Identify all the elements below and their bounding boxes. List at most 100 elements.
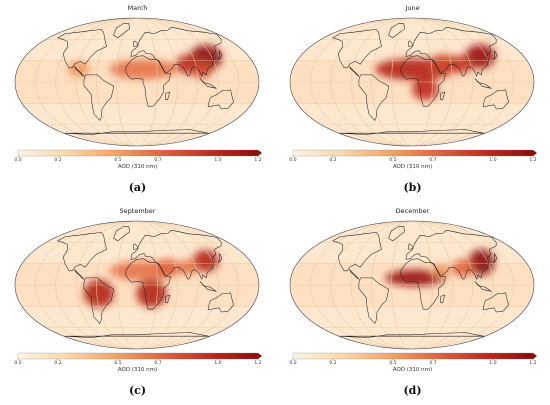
coastline-madagascar — [164, 294, 171, 304]
coastline-central-america — [349, 66, 360, 77]
colorbar — [17, 352, 259, 360]
aod-hotspot-east-asia — [192, 249, 219, 272]
panel-title: September — [119, 207, 156, 215]
coastline-central-america — [349, 269, 360, 280]
coastline-australia — [482, 89, 509, 110]
coastline-eurasia — [405, 229, 497, 280]
graticule — [15, 221, 259, 349]
colorbar-tick-label: 0.0 — [14, 158, 22, 163]
colorbar-tick-label: 0.7 — [429, 361, 437, 366]
colorbar-tick-label: 0.2 — [54, 158, 62, 163]
coastline-greenland — [113, 23, 130, 39]
colorbar — [292, 352, 534, 360]
colorbar-tick-label: 1.2 — [529, 158, 537, 163]
colorbar-tick-label: 0.2 — [54, 361, 62, 366]
coastline-australia — [482, 292, 509, 313]
colorbar-tick-label: 1.2 — [254, 158, 262, 163]
coastline-greenland — [388, 226, 405, 242]
colorbar-tick-label: 1.0 — [489, 158, 497, 163]
coastline-uk — [408, 40, 414, 47]
world-map-december — [289, 220, 537, 361]
panel-march: March AOD (310 nm) (a) 0.0 0.2 0.5 0.7 1.0 1.… — [0, 0, 275, 202]
aod-hotspot-arabia — [154, 258, 181, 277]
panel-december: December AOD (310 nm) (d) 0.0 0.2 0.5 0.7 1.… — [275, 203, 550, 405]
colorbar-tick-label: 0.5 — [114, 158, 122, 163]
colorbar-tick-label: 1.0 — [214, 361, 222, 366]
coastline-antarctica — [65, 129, 209, 135]
aod-hotspot-central-america — [67, 61, 90, 78]
colorbar-tick-label: 0.0 — [289, 158, 297, 163]
aod-hotspot-east-asia — [468, 249, 495, 276]
colorbar-tick-label: 1.2 — [529, 361, 537, 366]
coastline-indonesia — [199, 281, 217, 292]
panel-title: June — [405, 4, 420, 12]
coastline-indonesia — [474, 281, 492, 292]
graticule — [290, 18, 534, 146]
aod-hotspot-south-america — [83, 279, 114, 308]
aod-hotspot-sahel — [385, 269, 446, 286]
aod-hotspot-india — [178, 259, 199, 276]
coastline-antarctica — [340, 332, 484, 338]
panel-title: March — [127, 4, 148, 12]
panel-label: (b) — [403, 181, 422, 194]
coastline-north-america — [57, 232, 107, 272]
aod-hotspot-india — [449, 55, 474, 74]
colorbar-tick-label: 1.0 — [214, 158, 222, 163]
coastline-japan — [492, 253, 498, 264]
colorbar-extend-arrow — [533, 353, 537, 359]
colorbar-tick-label: 0.5 — [389, 361, 397, 366]
colorbar-extend-arrow — [533, 150, 537, 156]
panel-label: (d) — [403, 384, 422, 397]
coastline-uk — [133, 243, 139, 250]
coastline-australia — [207, 292, 234, 313]
colorbar — [292, 149, 534, 157]
coastline-eurasia — [130, 229, 222, 280]
coastline-central-america — [74, 269, 85, 280]
globe-outline — [289, 220, 535, 350]
coastline-africa — [400, 258, 446, 310]
coastline-japan — [492, 50, 498, 61]
coastline-south-america — [358, 74, 390, 121]
panel-september: September AOD (310 nm) (c) 0.0 0.2 0.5 0.7 1… — [0, 203, 275, 405]
coastline-japan — [217, 50, 223, 61]
aod-hotspot-southeast-asia — [191, 60, 214, 79]
coastline-north-america — [332, 232, 382, 272]
coastline-south-america — [83, 74, 115, 121]
coastline-antarctica — [340, 129, 484, 135]
colorbar-tick-label: 1.0 — [489, 361, 497, 366]
coastline-eurasia — [405, 26, 497, 77]
coastline-north-america — [332, 29, 382, 69]
colorbar-tick-label: 0.0 — [14, 361, 22, 366]
coastline-africa — [400, 55, 446, 107]
coastline-madagascar — [164, 91, 171, 101]
colorbar-tick-label: 0.7 — [154, 158, 162, 163]
coastline-antarctica — [65, 332, 209, 338]
aod-hotspot-central-africa — [412, 78, 439, 101]
globe-outline — [14, 220, 260, 350]
panel-june: June AOD (310 nm) (b) 0.0 0.2 0.5 0.7 1.0 1.2 — [275, 0, 550, 202]
colorbar-tick-label: 0.7 — [429, 158, 437, 163]
coastline-eurasia — [130, 26, 222, 77]
coastline-africa — [125, 55, 171, 107]
graticule — [290, 221, 534, 349]
world-map-march — [14, 17, 262, 158]
colorbar — [17, 149, 259, 157]
coastline-australia — [207, 89, 234, 110]
panel-label: (a) — [128, 181, 147, 194]
colorbar-tick-label: 0.5 — [389, 158, 397, 163]
world-map-september — [14, 220, 262, 361]
colorbar-extend-arrow — [258, 353, 262, 359]
aod-hotspot-india — [452, 258, 475, 277]
coastline-south-america — [358, 277, 390, 324]
colorbar-tick-label: 0.2 — [329, 361, 337, 366]
coastline-madagascar — [439, 91, 446, 101]
colorbar-extend-arrow — [258, 150, 262, 156]
coastline-uk — [133, 40, 139, 47]
panel-label: (c) — [128, 384, 147, 397]
coastline-greenland — [388, 23, 405, 39]
coastline-south-america — [83, 277, 115, 324]
coastline-indonesia — [474, 78, 492, 89]
globe-outline — [14, 17, 260, 147]
coastline-uk — [408, 243, 414, 250]
world-map-june — [289, 17, 537, 158]
